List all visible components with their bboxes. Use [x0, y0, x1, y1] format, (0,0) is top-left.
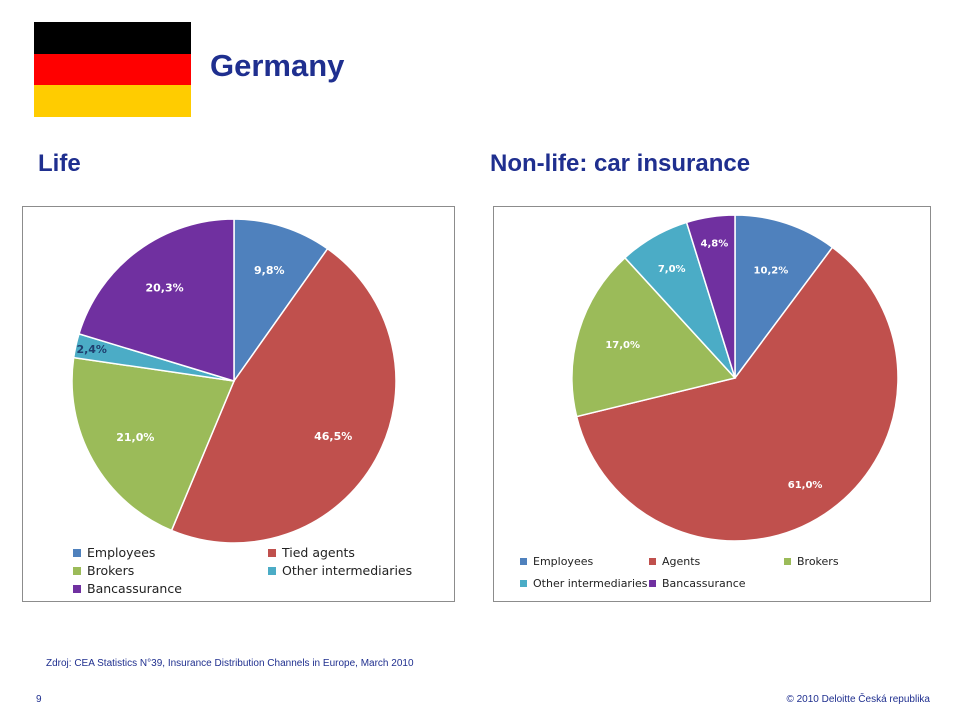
- life-legend-swatch: [73, 584, 81, 593]
- nonlife-slice-employees: [734, 214, 834, 381]
- life-legend-swatch: [73, 566, 81, 575]
- nonlife-legend-item-bancassurance: Bancassurance: [649, 577, 746, 590]
- nonlife-legend-label: Other intermediaries: [533, 577, 648, 590]
- nonlife-legend-swatch: [520, 558, 527, 565]
- life-label-tied-agents: 46,5%: [314, 430, 352, 443]
- nonlife-label-brokers: 17,0%: [605, 340, 640, 351]
- page-number: 9: [36, 694, 42, 705]
- life-legend-swatch: [268, 548, 276, 557]
- nonlife-legend-swatch: [649, 580, 656, 587]
- life-legend-swatch: [268, 566, 276, 575]
- life-legend-label: Employees: [87, 545, 156, 560]
- life-label-other-intermediaries: 2,4%: [76, 343, 107, 356]
- nonlife-legend-label: Employees: [533, 555, 594, 568]
- life-slice-brokers: [71, 356, 236, 532]
- nonlife-legend-label: Agents: [662, 555, 701, 568]
- nonlife-label-other-intermediaries: 7,0%: [658, 264, 686, 275]
- germany-flag: [34, 22, 191, 117]
- life-label-bancassurance: 20,3%: [146, 281, 184, 294]
- nonlife-chart-title: Non-life: car insurance: [490, 150, 751, 177]
- nonlife-label-bancassurance: 4,8%: [701, 239, 729, 250]
- life-legend-item-brokers: Brokers: [73, 563, 134, 578]
- nonlife-legend-swatch: [649, 558, 656, 565]
- source-note: Zdroj: CEA Statistics N°39, Insurance Di…: [46, 658, 414, 669]
- page-title: Germany: [210, 48, 345, 83]
- life-legend-swatch: [73, 548, 81, 557]
- life-legend-item-tied-agents: Tied agents: [268, 545, 355, 560]
- life-legend-item-employees: Employees: [73, 545, 155, 560]
- nonlife-slice-agents: [575, 246, 899, 542]
- nonlife-legend-swatch: [520, 580, 527, 587]
- copyright: © 2010 Deloitte Česká republika: [786, 694, 930, 705]
- nonlife-slice-bancassurance: [685, 214, 736, 379]
- life-chart-panel: 9,8% 46,5% 21,0% 2,4% 20,3% Employees Tied ag…: [22, 206, 455, 602]
- life-slice-employees: [233, 218, 329, 384]
- flag-stripe-gold: [34, 85, 191, 117]
- life-legend-label: Brokers: [87, 563, 135, 578]
- life-slice-bancassurance: [78, 218, 235, 383]
- life-legend-label: Other intermediaries: [282, 563, 413, 578]
- nonlife-label-agents: 61,0%: [788, 480, 823, 491]
- life-pie-chart: 9,8% 46,5% 21,0% 2,4% 20,3%: [71, 218, 397, 544]
- nonlife-chart-panel: 10,2% 61,0% 17,0% 7,0% 4,8% Employees Agents B…: [493, 206, 931, 602]
- life-label-brokers: 21,0%: [116, 431, 154, 444]
- nonlife-legend-item-other-intermediaries: Other intermediaries: [520, 577, 648, 590]
- flag-stripe-black: [34, 22, 191, 54]
- life-chart-title: Life: [38, 150, 81, 177]
- life-label-employees: 9,8%: [254, 264, 285, 277]
- nonlife-legend-label: Brokers: [797, 555, 839, 568]
- nonlife-legend-label: Bancassurance: [662, 577, 746, 590]
- life-legend-item-other-intermediaries: Other intermediaries: [268, 563, 412, 578]
- nonlife-legend-item-employees: Employees: [520, 555, 593, 568]
- flag-stripe-red: [34, 53, 191, 86]
- nonlife-slice-brokers: [571, 256, 737, 418]
- nonlife-legend-swatch: [784, 558, 791, 565]
- life-legend-label: Tied agents: [282, 545, 355, 560]
- nonlife-pie-chart: 10,2% 61,0% 17,0% 7,0% 4,8%: [571, 214, 899, 542]
- nonlife-legend-item-brokers: Brokers: [784, 555, 839, 568]
- life-slice-tied-agents: [170, 247, 397, 544]
- nonlife-label-employees: 10,2%: [754, 266, 789, 277]
- nonlife-legend-item-agents: Agents: [649, 555, 700, 568]
- life-legend-label: Bancassurance: [87, 581, 182, 596]
- life-legend-item-bancassurance: Bancassurance: [73, 581, 182, 596]
